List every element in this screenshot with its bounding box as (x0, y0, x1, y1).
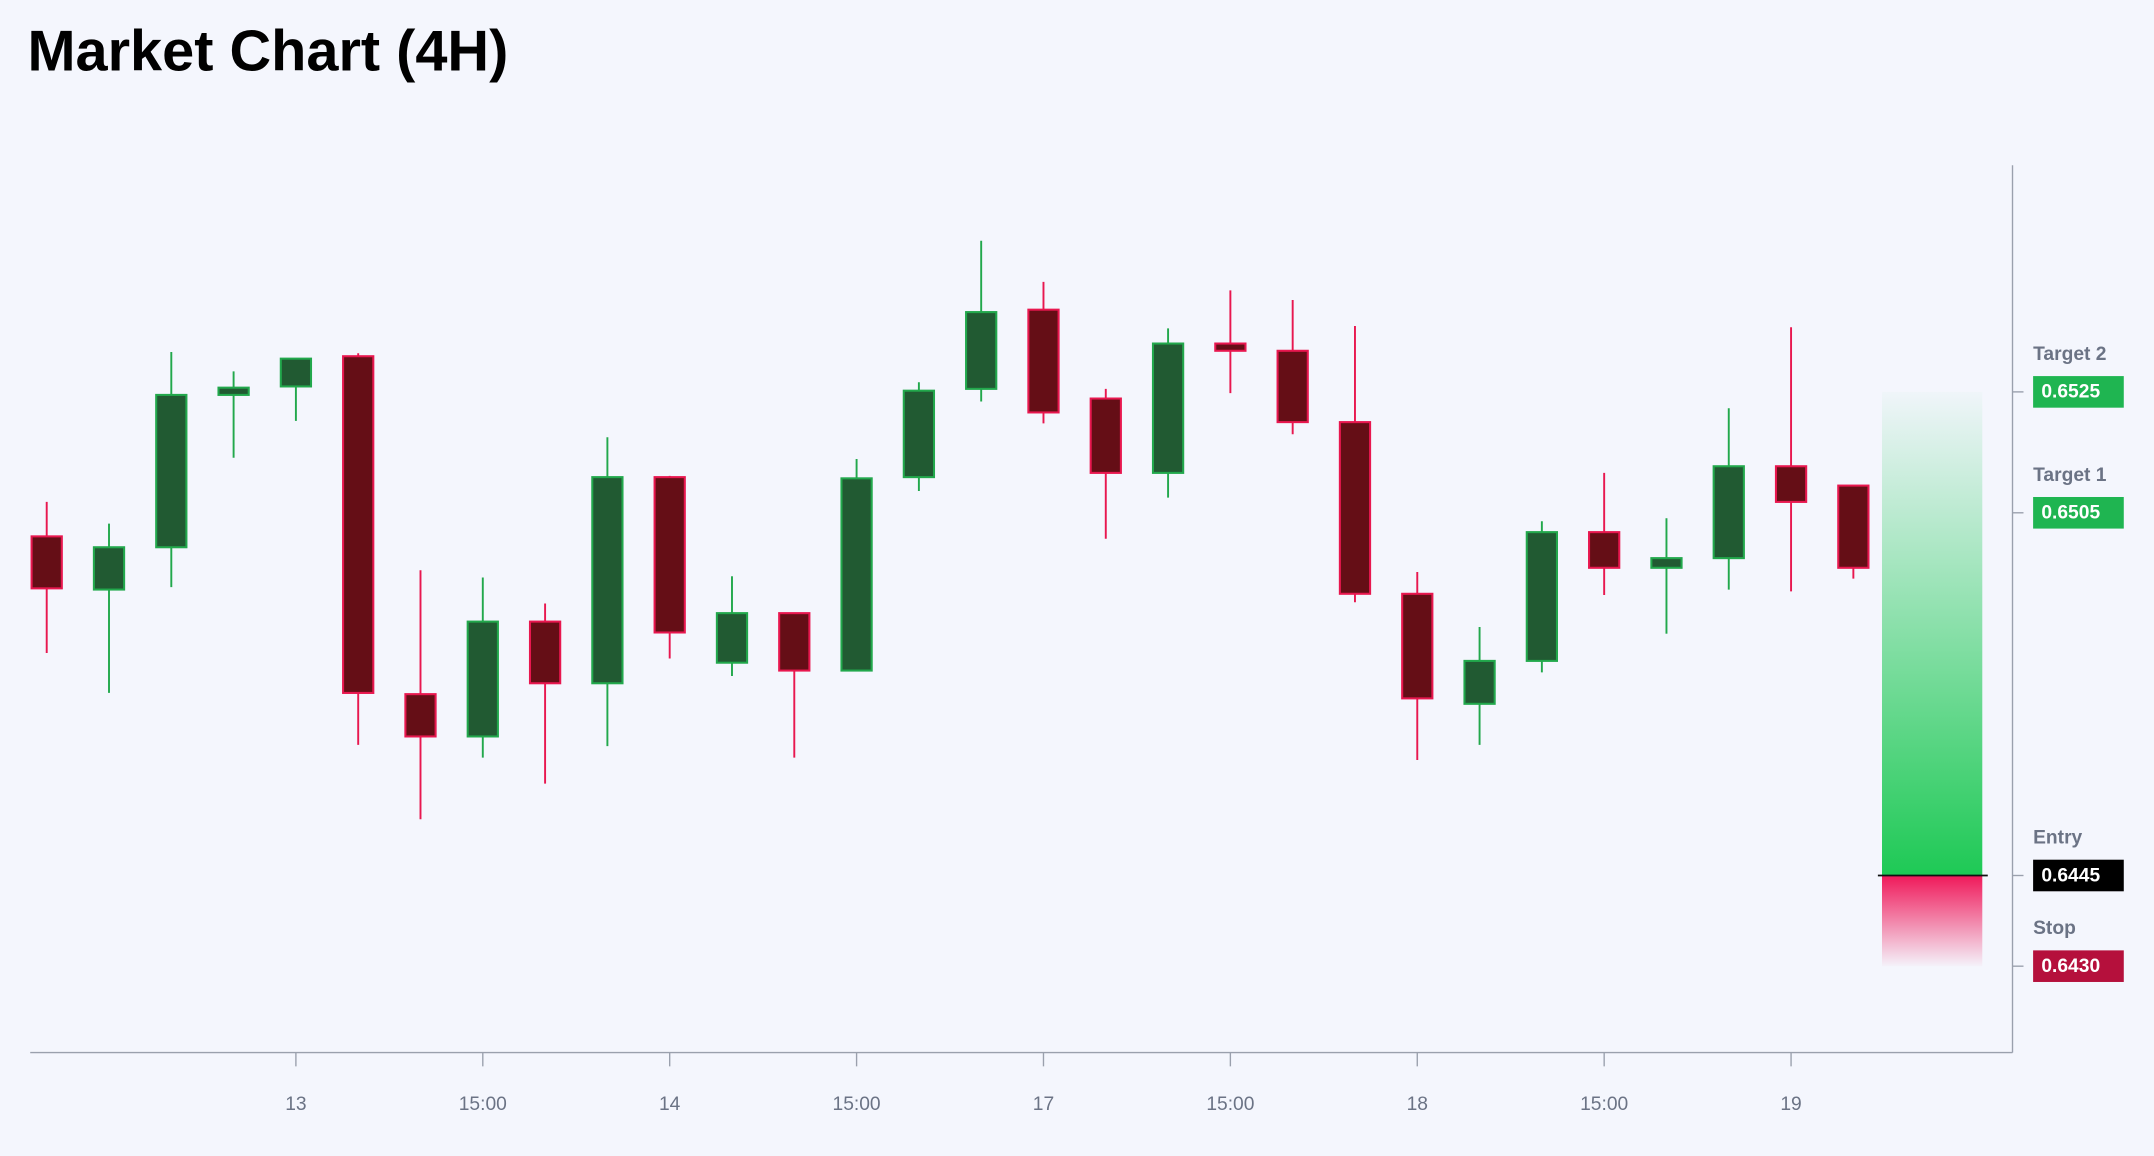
x-tick-label: 15:00 (459, 1094, 507, 1115)
candle-body (1588, 531, 1621, 569)
candle-body (30, 535, 63, 590)
level-name: Target 2 (2033, 344, 2106, 365)
x-tick-label: 15:00 (1580, 1094, 1628, 1115)
x-tick-label: 15:00 (833, 1094, 881, 1115)
loss-zone (1882, 875, 1983, 967)
level-name: Stop (2033, 918, 2076, 939)
candle-body (1401, 592, 1434, 700)
x-tick-label: 17 (1033, 1094, 1054, 1115)
candle-body (1151, 342, 1185, 474)
level-badge (2033, 859, 2124, 892)
candle-body (1650, 557, 1683, 569)
x-tick-label: 19 (1780, 1094, 1801, 1115)
x-tick-label: 14 (659, 1094, 681, 1115)
x-tick-label: 13 (285, 1094, 306, 1115)
candle-body (1774, 465, 1808, 503)
level-name: Entry (2033, 827, 2082, 848)
level-badge (2033, 950, 2124, 982)
candle-body (1712, 465, 1745, 560)
x-tick-label: 15:00 (1206, 1094, 1254, 1115)
level-badge (2033, 376, 2124, 408)
candle-body (92, 546, 126, 591)
candle-body (715, 612, 749, 664)
level-label: 0.6430 (2041, 956, 2100, 977)
level-badge (2033, 496, 2124, 529)
profit-zone (1882, 391, 1983, 876)
level-label: 0.6445 (2041, 865, 2100, 886)
candle-body (840, 477, 873, 672)
candle-body (1214, 342, 1247, 352)
candle-body (342, 355, 375, 694)
candle-body (653, 476, 686, 634)
candle-body (155, 393, 188, 549)
level-name: Target 1 (2033, 465, 2107, 486)
candle-body (902, 389, 936, 479)
candle-body (1276, 349, 1309, 424)
x-tick-label: 18 (1407, 1094, 1428, 1115)
chart-title: Market Chart (4H) (27, 20, 508, 84)
candle-body (404, 693, 437, 738)
candle-body (1463, 659, 1496, 705)
candle-body (1837, 484, 1870, 569)
candle-body (591, 476, 624, 685)
candle-body (1338, 421, 1372, 595)
candle-body (466, 620, 499, 738)
candle-body (1089, 397, 1122, 474)
level-label: 0.6525 (2041, 382, 2100, 403)
candle-body (778, 612, 811, 672)
candle-body (217, 386, 250, 396)
candle-body (1027, 308, 1060, 414)
candle-body (965, 311, 998, 390)
candle-body (528, 620, 562, 685)
level-label: 0.6505 (2041, 503, 2100, 524)
candle-body (1525, 531, 1559, 662)
candle-body (279, 357, 313, 388)
